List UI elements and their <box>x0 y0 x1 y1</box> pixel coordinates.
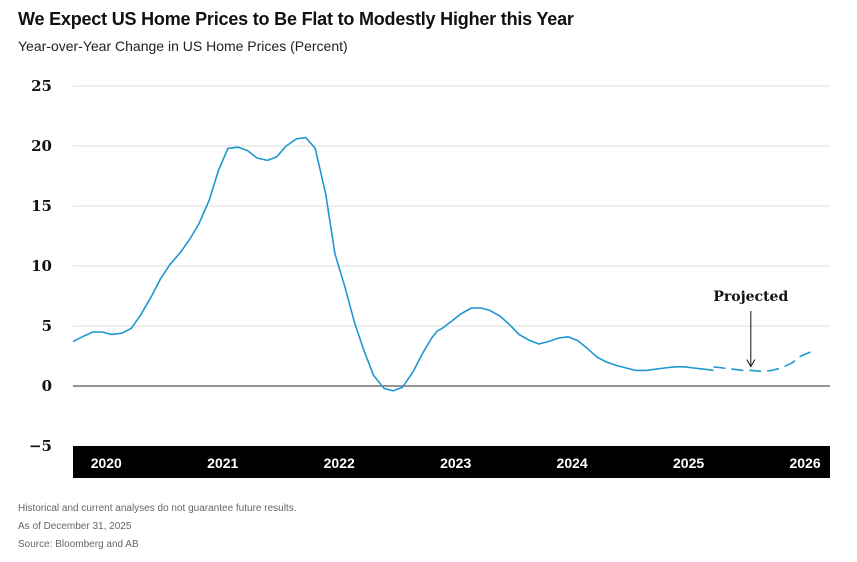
x-tick-label: 2024 <box>557 455 588 471</box>
footnotes: Historical and current analyses do not g… <box>18 500 297 554</box>
historical-series-line <box>72 136 714 392</box>
projected-series-line <box>713 350 813 373</box>
projected-arrow-head <box>746 359 756 368</box>
series-lines <box>72 136 813 392</box>
y-tick-label: 15 <box>31 197 52 215</box>
x-axis-band <box>73 446 830 478</box>
projected-annotation: Projected <box>713 289 788 368</box>
x-axis-ticks: 2020 2021 2022 2023 2024 2025 2026 <box>91 455 821 471</box>
x-tick-label: 2020 <box>91 455 122 471</box>
y-tick-label: 0 <box>42 377 52 395</box>
y-tick-label: 25 <box>31 77 52 95</box>
chart-subtitle: Year-over-Year Change in US Home Prices … <box>18 38 348 54</box>
y-tick-label: −5 <box>29 437 52 455</box>
chart-title: We Expect US Home Prices to Be Flat to M… <box>18 9 574 29</box>
x-tick-label: 2026 <box>789 455 820 471</box>
x-tick-label: 2021 <box>207 455 238 471</box>
projected-label: Projected <box>713 289 788 305</box>
footnote-disclaimer: Historical and current analyses do not g… <box>18 503 297 514</box>
x-tick-label: 2025 <box>673 455 704 471</box>
footnote-date: As of December 31, 2025 <box>18 521 132 532</box>
x-tick-label: 2023 <box>440 455 471 471</box>
x-tick-label: 2022 <box>324 455 355 471</box>
y-axis-ticks: −5 0 5 10 15 20 25 <box>29 77 52 455</box>
y-tick-label: 5 <box>42 317 52 335</box>
y-tick-label: 20 <box>31 137 52 155</box>
gridlines <box>73 85 830 387</box>
y-tick-label: 10 <box>31 257 52 275</box>
footnote-source: Source: Bloomberg and AB <box>18 539 139 550</box>
